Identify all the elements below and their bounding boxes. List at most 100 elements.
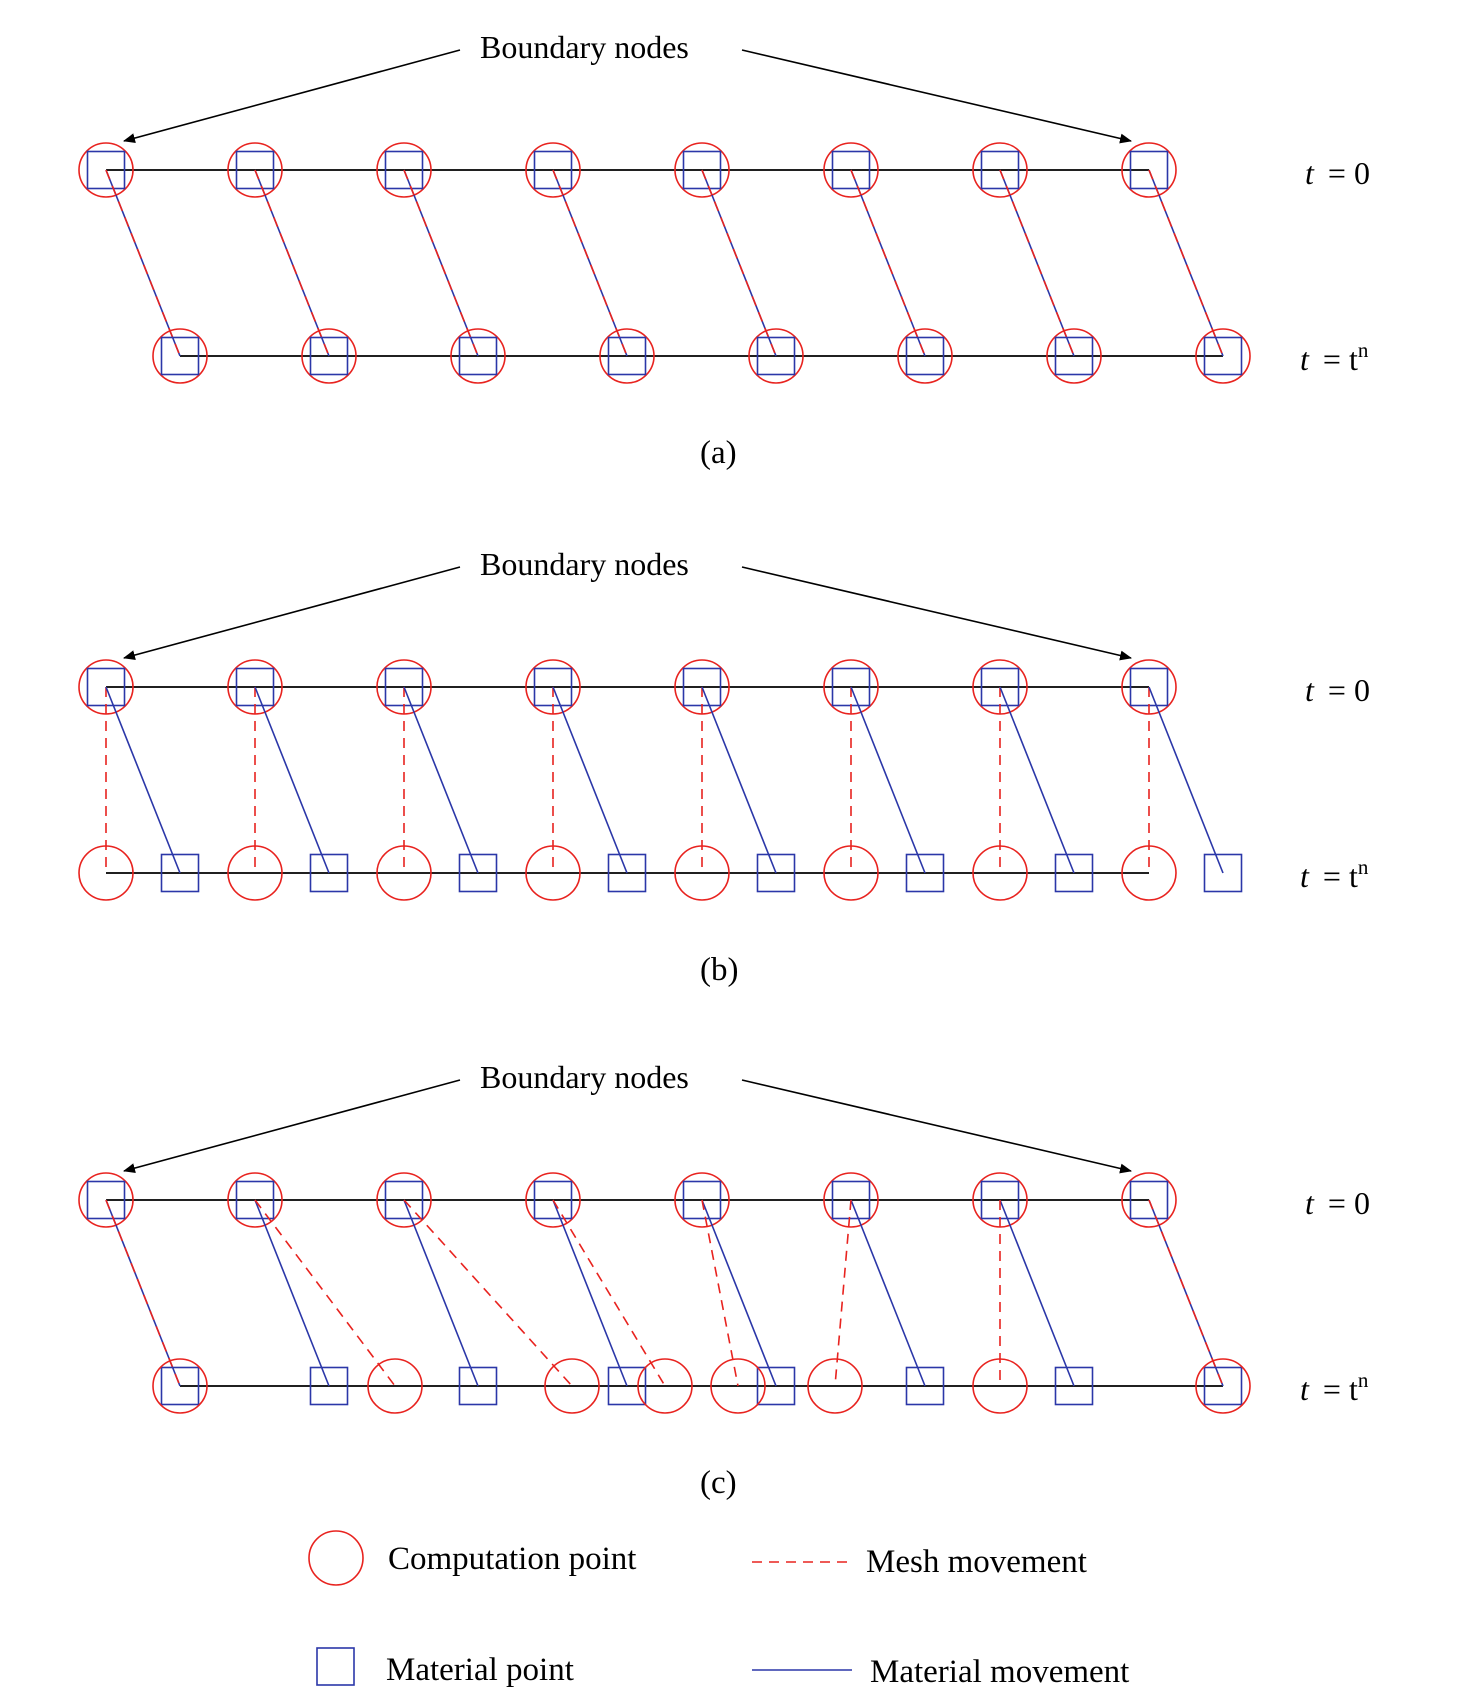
material-movement-2 [403,686,479,874]
computation-point-bottom-4 [710,1358,766,1414]
material-movement-3 [552,169,628,357]
material-point-bottom-0 [160,336,200,376]
material-point-top-3 [533,1180,573,1220]
computation-point-bottom-3 [599,328,655,384]
material-movement-4 [701,1199,777,1387]
boundary-arrow-right-a [741,49,1132,144]
material-point-bottom-0 [160,1366,200,1406]
material-movement-5 [850,169,926,357]
computation-point-bottom-1 [301,328,357,384]
material-point-top-5 [831,150,871,190]
material-movement-4 [701,169,777,357]
time-label-top-c: t = 0 [1305,1185,1370,1221]
mesh-movement-5 [834,1199,852,1387]
material-point-bottom-6 [1054,853,1094,893]
time-label-bottom-c: t = tn [1300,1368,1369,1407]
material-point-bottom-1 [309,336,349,376]
material-movement-2 [403,169,479,357]
material-point-bottom-5 [905,853,945,893]
material-movement-7 [1148,1199,1224,1387]
material-point-bottom-2 [458,853,498,893]
material-point-top-2 [384,150,424,190]
computation-point-bottom-0 [78,845,134,901]
computation-point-bottom-5 [897,328,953,384]
computation-point-top-4 [674,142,730,198]
computation-point-bottom-2 [450,328,506,384]
material-point-top-0 [86,150,126,190]
material-movement-6 [999,1199,1075,1387]
computation-point-bottom-7 [1121,845,1177,901]
material-point-top-6 [980,150,1020,190]
boundary-arrow-right-b [741,566,1132,661]
mesh-movement-3 [552,1199,666,1387]
material-movement-1 [254,686,330,874]
material-movement-0 [105,1199,181,1387]
material-point-top-3 [533,150,573,190]
computation-point-bottom-3 [637,1358,693,1414]
material-movement-7 [1148,169,1224,357]
material-point-bottom-5 [905,336,945,376]
computation-point-top-0 [78,1172,134,1228]
time-label-bottom-a: t = tn [1300,338,1369,377]
material-point-bottom-7 [1203,853,1243,893]
computation-point-top-4 [674,1172,730,1228]
computation-point-bottom-1 [227,845,283,901]
computation-point-bottom-6 [1046,328,1102,384]
computation-point-bottom-0 [152,328,208,384]
mesh-movement-4 [701,1199,739,1387]
material-point-bottom-5 [905,1366,945,1406]
material-point-top-1 [235,1180,275,1220]
material-point-bottom-3 [607,853,647,893]
time-label-top-a: t = 0 [1305,155,1370,191]
material-point-top-4 [682,150,722,190]
material-movement-3 [552,1199,628,1387]
panel-label-b: (b) [700,952,738,988]
computation-point-bottom-2 [544,1358,600,1414]
material-point-bottom-4 [756,1366,796,1406]
material-point-bottom-4 [756,853,796,893]
material-point-bottom-2 [458,336,498,376]
material-point-bottom-2 [458,1366,498,1406]
material-movement-6 [999,169,1075,357]
computation-point-top-5 [823,1172,879,1228]
boundary-arrow-left-b [123,566,461,660]
computation-point-top-1 [227,1172,283,1228]
computation-point-bottom-6 [972,845,1028,901]
panel-a: Boundary nodes t = 0 t = tn (a) [78,29,1370,471]
legend: Computation point Material point Mesh mo… [308,1530,1129,1690]
material-point-bottom-1 [309,853,349,893]
computation-point-top-2 [376,142,432,198]
boundary-arrow-left-a [123,49,461,143]
computation-point-top-7 [1121,1172,1177,1228]
computation-point-top-7 [1121,142,1177,198]
material-movement-3 [552,686,628,874]
legend-material-point-icon [316,1647,355,1686]
material-movement-0 [105,169,181,357]
boundary-arrow-left-c [123,1079,461,1173]
material-point-bottom-3 [607,1366,647,1406]
material-point-bottom-7 [1203,336,1243,376]
material-point-bottom-3 [607,336,647,376]
computation-point-bottom-7 [1195,1358,1251,1414]
computation-point-top-0 [78,142,134,198]
material-point-top-0 [86,1180,126,1220]
material-point-top-7 [1129,1180,1169,1220]
material-point-bottom-0 [160,853,200,893]
computation-point-bottom-5 [823,845,879,901]
panel-c-marks [78,1172,1251,1414]
panel-b: Boundary nodes t = 0 t = tn (b) [78,546,1370,988]
mesh-movement-1 [254,1199,396,1387]
material-movement-5 [850,1199,926,1387]
material-movement-5 [850,686,926,874]
computation-point-top-1 [227,142,283,198]
mesh-movement-2 [403,1199,573,1387]
material-point-bottom-1 [309,1366,349,1406]
boundary-arrow-right-c [741,1079,1132,1174]
material-point-top-7 [1129,150,1169,190]
material-movement-1 [254,1199,330,1387]
material-point-bottom-7 [1203,1366,1243,1406]
panel-a-marks [78,142,1251,384]
computation-point-top-3 [525,142,581,198]
material-point-bottom-6 [1054,1366,1094,1406]
